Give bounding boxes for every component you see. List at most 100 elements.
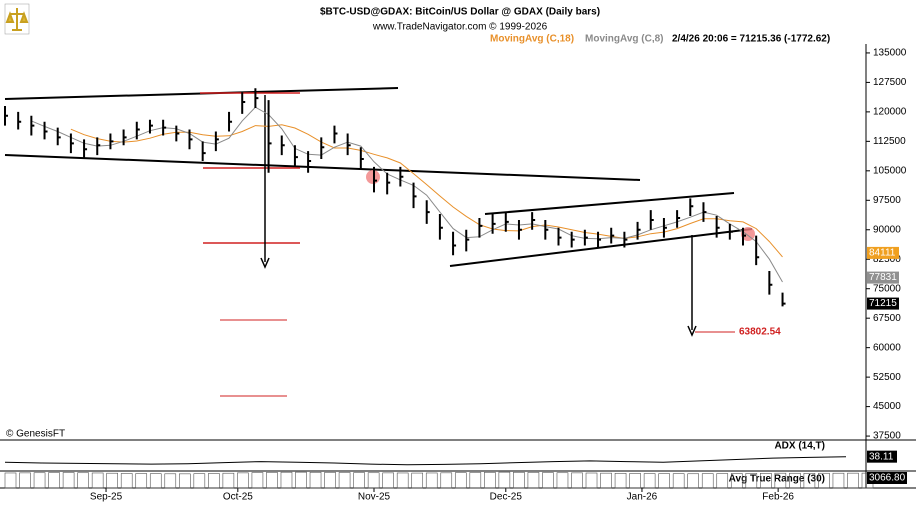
x-tick-label: Dec-25 [490,492,523,503]
atr-bar [48,472,60,489]
ohlc-bar [623,231,628,248]
ohlc-bar [478,217,483,238]
ohlc-bar [610,227,615,244]
ohlc-bar [135,121,140,140]
ohlc-bar [583,229,588,246]
atr-bar [338,472,351,489]
atr-bar [324,472,336,489]
y-tick-label: 120000 [873,107,907,118]
atr-bar [179,473,191,489]
copyright: © GenesisFT [6,429,65,440]
ohlc-bar [162,119,167,136]
ohlc-bar [570,231,575,248]
ohlc-bar [83,139,88,160]
atr-bar [353,472,365,489]
legend-entry: MovingAvg (C,8) [585,34,664,45]
atr-bar [251,472,264,489]
atr-bar [701,473,714,489]
logo [4,3,30,35]
ohlc-bar [768,271,773,295]
adx-line [4,456,847,466]
ohlc-bar [30,115,35,136]
atr-bar [643,473,656,489]
ohlc-bar [781,292,786,307]
ohlc-bar [412,182,417,209]
ohlc-bar [452,231,457,256]
ohlc-bar [386,172,391,195]
ohlc-bar [676,210,681,228]
ohlc-bar [755,235,760,266]
x-tick-label: Nov-25 [358,492,391,503]
atr-bar [527,472,540,489]
y-tick-label: 105000 [873,165,907,176]
atr-tag-label: 3066.80 [869,473,906,484]
ohlc-bar [175,125,180,142]
atr-bar [803,473,816,489]
ohlc-bar [254,88,259,108]
price-tag-label: 77831 [869,272,897,283]
chart-title: $BTC-USD@GDAX: BitCoin/US Dollar @ GDAX … [320,7,600,18]
ohlc-bar [517,219,522,240]
y-tick-label: 112500 [873,136,906,147]
atr-bar [149,473,162,489]
x-tick-label: Oct-25 [223,492,253,503]
y-tick-label: 75000 [873,283,901,294]
ohlc-bar [425,200,430,224]
atr-bar [411,472,424,489]
info-text: 2/4/26 20:06 = 71215.36 (-1772.62) [672,34,830,45]
y-tick-label: 90000 [873,224,901,235]
price-tag [867,246,899,259]
atr-bar [745,473,758,489]
atr-bar [367,472,380,489]
atr-bar [600,472,612,489]
atr-bar [396,472,409,489]
ohlc-bar [715,216,720,238]
y-tick-label: 97500 [873,195,901,206]
atr-bar [687,473,699,489]
atr-bar [818,472,830,489]
y-tick-label: 127500 [873,77,907,88]
atr-tag [867,472,907,484]
ohlc-bar [333,125,338,144]
ohlc-bar [280,135,285,156]
annotations [4,87,755,397]
ohlc-bar [438,214,443,240]
ohlc-bar [728,223,733,240]
panel-title: Avg True Range (30) [729,474,825,485]
atr-bar [760,473,772,489]
atr-bar [19,472,31,489]
ohlc-bar [636,221,641,240]
ohlc-bar [544,219,549,240]
adx-tag-label: 38.11 [869,451,894,462]
atr-bar [730,473,743,489]
atr-bar [832,472,845,489]
ohlc-bar [649,210,654,230]
trendline [449,228,753,267]
ohlc-bar [662,217,667,238]
ohlc-bar [122,129,127,146]
atr-bar [266,472,278,489]
ohlc-bar [597,231,602,248]
atr-bar [774,472,787,489]
atr-bar [614,473,627,489]
ohlc-bar [17,111,22,130]
atr-bar [222,472,235,489]
atr-bar [571,472,583,489]
atr-bar [295,471,307,489]
y-tick-label: 52500 [873,372,901,383]
atr-bar [135,473,148,489]
atr-bar [789,472,801,489]
atr-bar [716,473,729,489]
atr-bar [658,473,670,489]
panel-title: ADX (14,T) [774,441,825,452]
adx-tag [867,450,897,463]
price-tag-label: 84111 [869,248,896,259]
ohlc-bar [56,127,61,146]
ohlc-bar [346,133,351,156]
ohlc-bar [69,133,74,154]
ohlc-bar [742,227,746,246]
price-tag [867,271,899,284]
ohlc-bar [557,227,562,246]
atr-bar [498,471,511,489]
